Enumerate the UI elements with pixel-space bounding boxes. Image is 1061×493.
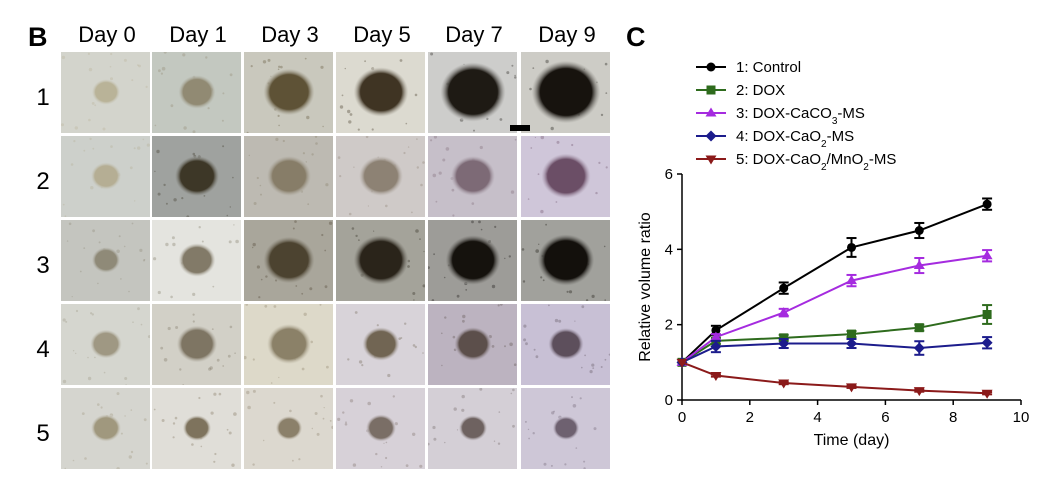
y-tick-label: 0	[665, 392, 673, 409]
legend-entry: 2: DOX	[736, 82, 785, 99]
panel-c-letter: C	[626, 22, 646, 52]
spheroid-micrograph	[428, 304, 517, 385]
data-point	[981, 337, 993, 349]
y-tick-label: 2	[665, 317, 673, 334]
data-point	[847, 242, 856, 252]
legend-marker	[706, 85, 716, 95]
x-tick-label: 2	[746, 409, 754, 426]
spheroid-micrograph	[336, 136, 425, 217]
x-axis-label: Time (day)	[814, 432, 890, 449]
data-point	[710, 331, 722, 341]
day-label: Day 1	[169, 22, 227, 47]
spheroid-micrograph	[336, 220, 425, 301]
series-line	[681, 313, 988, 364]
y-axis-label: Relative volume ratio	[637, 212, 654, 362]
spheroid-micrograph	[152, 52, 241, 133]
series-line	[681, 254, 988, 364]
legend-marker	[705, 107, 717, 117]
spheroid-micrograph	[244, 220, 333, 301]
series-line	[681, 203, 988, 364]
spheroid-micrograph	[244, 136, 333, 217]
spheroid-micrograph	[61, 52, 150, 133]
row-label: 2	[36, 168, 50, 195]
spheroid-micrograph	[152, 388, 241, 469]
row-label: 1	[36, 84, 50, 111]
data-point	[710, 372, 722, 382]
y-tick-label: 4	[665, 241, 673, 258]
spheroid-micrograph	[521, 220, 610, 301]
spheroid-micrograph	[428, 52, 517, 133]
legend-marker	[705, 130, 717, 142]
spheroid-micrograph	[336, 52, 425, 133]
data-point	[779, 283, 789, 293]
spheroid-micrograph	[428, 388, 517, 469]
series-line	[681, 341, 988, 364]
data-point	[913, 387, 925, 397]
spheroid-micrograph	[428, 136, 517, 217]
legend-entry: 1: Control	[736, 59, 801, 76]
data-point	[981, 389, 993, 399]
data-point	[914, 323, 924, 333]
x-tick-label: 4	[813, 409, 821, 426]
spheroid-micrograph	[428, 220, 517, 301]
spheroid-micrograph	[244, 388, 333, 469]
row-label: 4	[36, 336, 50, 363]
spheroid-micrograph	[521, 388, 610, 469]
day-label: Day 7	[445, 22, 503, 47]
data-point	[710, 341, 722, 353]
data-point	[778, 379, 790, 389]
spheroid-micrograph	[61, 388, 150, 469]
spheroid-micrograph	[521, 136, 610, 217]
data-point	[779, 333, 789, 343]
day-label: Day 0	[78, 22, 136, 47]
spheroid-micrograph	[152, 136, 241, 217]
data-point	[846, 275, 857, 285]
spheroid-micrograph	[61, 220, 150, 301]
spheroid-micrograph	[61, 136, 150, 217]
data-point	[982, 199, 992, 209]
spheroid-micrograph	[336, 304, 425, 385]
spheroid-micrograph	[521, 304, 610, 385]
y-tick-label: 6	[665, 166, 673, 183]
legend-entry: 5: DOX-CaO2/MnO2-MS	[736, 151, 896, 173]
legend-entry: 3: DOX-CaCO3-MS	[736, 105, 865, 127]
x-tick-label: 8	[949, 409, 957, 426]
x-tick-label: 10	[1013, 409, 1030, 426]
spheroid-micrograph	[244, 52, 333, 133]
volume-ratio-chart: 0 2 4 6 8 10 0 2 4 6 Time (day) Relative volume rat…	[637, 59, 1030, 449]
spheroid-micrograph	[336, 388, 425, 469]
spheroid-micrograph	[152, 304, 241, 385]
data-point	[846, 383, 857, 393]
data-point	[981, 250, 993, 260]
row-label: 3	[36, 252, 50, 279]
data-point	[847, 329, 856, 339]
series-line	[681, 361, 988, 395]
data-point	[778, 307, 790, 317]
scale-bar	[510, 125, 530, 131]
data-point	[914, 226, 924, 235]
data-point	[711, 325, 721, 335]
data-point	[913, 260, 925, 270]
data-point	[982, 309, 992, 319]
spheroid-micrograph	[61, 304, 150, 385]
x-tick-label: 6	[881, 409, 889, 426]
spheroid-micrograph	[152, 220, 241, 301]
day-label: Day 3	[261, 22, 319, 47]
day-label: Day 9	[538, 22, 596, 47]
data-point	[913, 342, 925, 354]
data-point	[676, 358, 688, 368]
legend-marker	[706, 62, 716, 72]
panel-b-letter: B	[28, 22, 48, 52]
legend-marker	[705, 155, 717, 165]
day-label: Day 5	[353, 22, 411, 47]
legend-entry: 4: DOX-CaO2-MS	[736, 128, 854, 150]
spheroid-micrograph	[521, 52, 610, 133]
spheroid-micrograph	[244, 304, 333, 385]
x-tick-label: 0	[678, 409, 686, 426]
row-label: 5	[36, 420, 50, 447]
data-point	[846, 338, 857, 349]
data-point	[778, 338, 790, 349]
